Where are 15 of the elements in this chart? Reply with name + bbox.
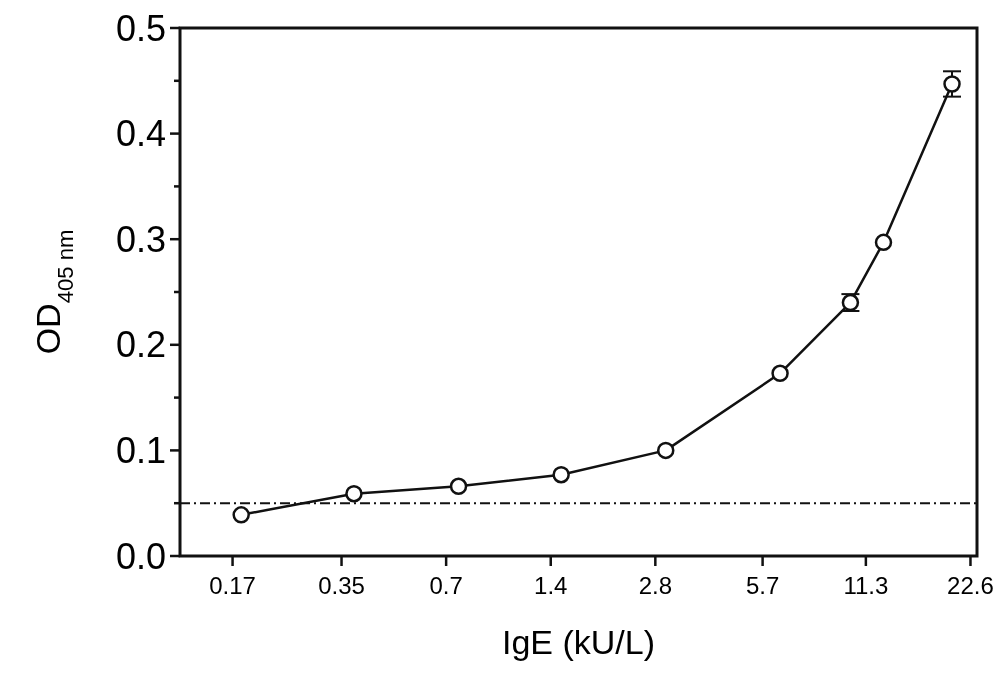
x-tick-label: 11.3 (843, 572, 889, 599)
x-tick-label: 0.7 (429, 572, 463, 599)
x-tick-label: 1.4 (534, 572, 568, 599)
y-tick-label: 0.1 (115, 430, 166, 471)
x-tick-label: 5.7 (745, 572, 780, 599)
x-tick-label: 22.6 (947, 572, 994, 599)
x-tick-label: 0.17 (209, 572, 256, 599)
y-tick-label: 0.4 (115, 113, 166, 155)
x-tick-label: 2.8 (638, 572, 673, 599)
x-tick-label: 0.35 (318, 572, 365, 599)
x-axis-title: IgE (kU/L) (501, 623, 656, 661)
y-tick-label: 0.0 (115, 535, 166, 577)
y-tick-label: 0.3 (115, 218, 166, 260)
y-tick-label: 0.2 (115, 324, 166, 366)
y-tick-label: 0.5 (115, 7, 166, 49)
